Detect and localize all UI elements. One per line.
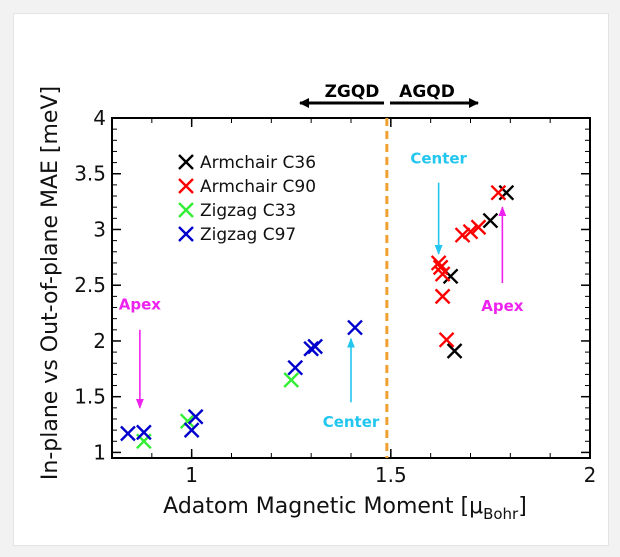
data-point [430, 255, 447, 271]
apex-annotation-left-label: Apex [119, 296, 162, 314]
legend-label: Zigzag C33 [200, 201, 296, 221]
y-tick-label: 2.5 [74, 273, 106, 297]
data-point [307, 338, 323, 355]
cross-stroke [462, 223, 479, 240]
cross-stroke [482, 212, 499, 229]
cross-stroke [432, 259, 449, 276]
legend-marker [178, 178, 194, 194]
y-tick-label: 3 [93, 217, 106, 241]
data-point [283, 372, 300, 388]
cross-stroke [136, 424, 152, 441]
data-point [434, 266, 451, 282]
cross-stroke [287, 359, 304, 376]
data-point [303, 340, 320, 357]
legend: Armchair C36 Armchair C90 Zigzag C33 Zigzag… [178, 153, 316, 245]
cross-stroke [470, 219, 487, 236]
cross-stroke [120, 425, 136, 442]
y-tick-label: 2 [93, 329, 106, 353]
axes-frame [111, 117, 591, 459]
y-tick-label: 1.5 [74, 385, 106, 409]
series-zigzag-c97 [120, 319, 363, 442]
data-point [347, 319, 363, 336]
data-point [470, 219, 487, 236]
cross-stroke [283, 372, 300, 388]
data-point [438, 331, 455, 348]
cross-stroke [307, 338, 323, 355]
cross-stroke [347, 319, 363, 336]
data-point [498, 184, 515, 201]
agqd-label: AGQD [399, 82, 455, 102]
y-tick-label: 1 [93, 440, 106, 464]
cross-stroke [430, 255, 447, 271]
y-axis-label: In-plane vs Out-of-plane MAE [meV] [38, 86, 63, 480]
data-point [120, 425, 136, 442]
cross-stroke [179, 413, 196, 430]
legend-marker [178, 202, 194, 218]
data-point [462, 223, 479, 240]
plot-area: 1 1.5 2 1 1.5 2 2.5 3 3.5 4 Center Apex Apex Center [74, 106, 596, 487]
cross-stroke [187, 408, 204, 425]
data-point [490, 184, 507, 201]
x-axis-label: Adatom Magnetic Moment [μBohr] [163, 494, 527, 523]
cross-stroke [434, 266, 451, 282]
center-annotation-right-label: Center [410, 150, 467, 168]
region-labels: ZGQD AGQD [299, 82, 479, 108]
legend-label: Zigzag C97 [200, 225, 296, 245]
data-point [287, 359, 304, 376]
cross-stroke [178, 178, 194, 194]
legend-label: Armchair C36 [200, 153, 316, 173]
data-point [136, 424, 152, 441]
x-tick-label: 1 [185, 463, 198, 487]
data-point [454, 227, 471, 243]
y-tick-label: 3.5 [74, 162, 106, 186]
y-tick-label: 4 [93, 106, 106, 130]
x-tick-label: 2 [584, 463, 597, 487]
legend-marker [178, 154, 194, 170]
cross-stroke [434, 288, 451, 305]
series-zigzag-c33 [136, 372, 300, 450]
cross-stroke [178, 226, 194, 242]
cross-stroke [178, 202, 194, 218]
cross-stroke [442, 268, 459, 285]
cross-stroke [178, 154, 194, 170]
cross-stroke [303, 340, 320, 357]
data-point [179, 413, 196, 430]
data-point [183, 422, 200, 438]
x-tick-label: 1.5 [375, 463, 407, 487]
apex-annotation-right-label: Apex [481, 297, 524, 315]
legend-marker [178, 226, 194, 242]
cross-stroke [438, 331, 455, 348]
series-armchair-c90 [430, 184, 507, 348]
data-point [187, 408, 204, 425]
cross-stroke [490, 184, 507, 201]
data-point [446, 343, 463, 359]
zgqd-label: ZGQD [325, 82, 380, 102]
data-point [434, 288, 451, 305]
legend-label: Armchair C90 [200, 177, 316, 197]
cross-stroke [454, 227, 471, 243]
cross-stroke [446, 343, 463, 359]
center-annotation-left-label: Center [323, 413, 380, 431]
data-point [482, 212, 499, 229]
cross-stroke [183, 422, 200, 438]
